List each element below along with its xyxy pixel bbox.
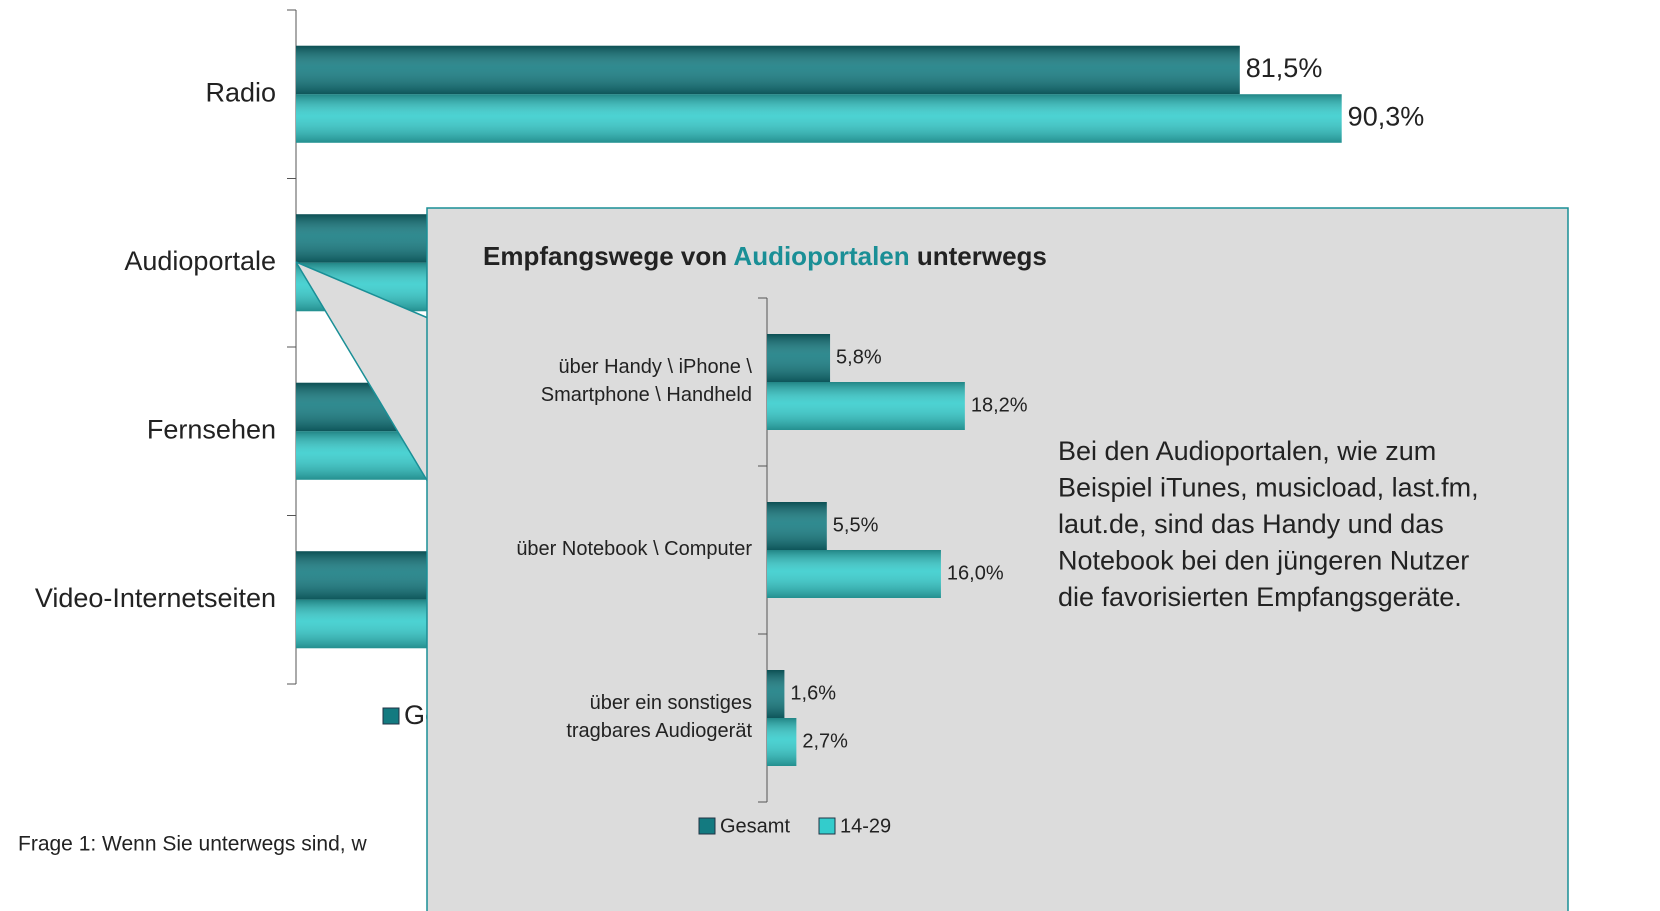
inset-box (426, 207, 1569, 911)
title-part: unterwegs (910, 241, 1047, 271)
bar-shade (767, 670, 785, 718)
callout-edge (295, 261, 429, 483)
inset-chart: über Handy \ iPhone \ Smartphone \ Handhe… (483, 241, 1479, 837)
legend-label: 14-29 (840, 815, 891, 837)
category-label: Video-Internetseiten (35, 583, 276, 613)
footnote: Frage 1: Wenn Sie unterwegs sind, w (18, 833, 367, 856)
category-label: über ein sonstiges tragbares Audiogerät (566, 692, 752, 742)
title-part: Audioportalen (733, 241, 909, 271)
title-part: Empfangswege von (483, 241, 733, 271)
value-label: 2,7% (802, 730, 848, 752)
value-label: 90,3% (1348, 102, 1425, 132)
annotation-line: laut.de, sind das Handy und das (1058, 509, 1444, 539)
value-label: 1,6% (790, 682, 836, 704)
value-label: 81,5% (1246, 53, 1323, 83)
annotation-line: Beispiel iTunes, musicload, last.fm, (1058, 473, 1479, 503)
legend-label: Gesamt (720, 815, 790, 837)
bar-shade (296, 45, 1240, 95)
category-label: Fernsehen (147, 414, 276, 444)
bar-shade (767, 382, 965, 430)
bar-shade (767, 550, 941, 598)
bar-shade (767, 502, 827, 550)
annotation-line: Bei den Audioportalen, wie zum (1058, 436, 1436, 466)
category-label: Radio (205, 77, 276, 107)
callout-edge (295, 261, 429, 319)
bar-shade (767, 334, 831, 382)
value-label: 5,8% (836, 346, 882, 368)
annotation-line: die favorisierten Empfangsgeräte. (1058, 582, 1462, 612)
category-label: über Notebook \ Computer (516, 538, 752, 560)
value-label: 5,5% (833, 514, 879, 536)
legend-swatch (818, 817, 836, 835)
value-label: 18,2% (971, 394, 1028, 416)
bar-shade (767, 718, 797, 766)
category-label: Audioportale (124, 246, 276, 276)
category-label: über Handy \ iPhone \ Smartphone \ Handhe… (541, 356, 753, 406)
legend-swatch (382, 707, 400, 725)
inset-panel (295, 207, 1569, 911)
legend-swatch (698, 817, 716, 835)
value-label: 16,0% (947, 562, 1004, 584)
annotation-line: Notebook bei den jüngeren Nutzer (1058, 546, 1469, 576)
inset-title: Empfangswege von Audioportalen unterwegs (483, 241, 1047, 271)
bar-shade (296, 94, 1342, 143)
